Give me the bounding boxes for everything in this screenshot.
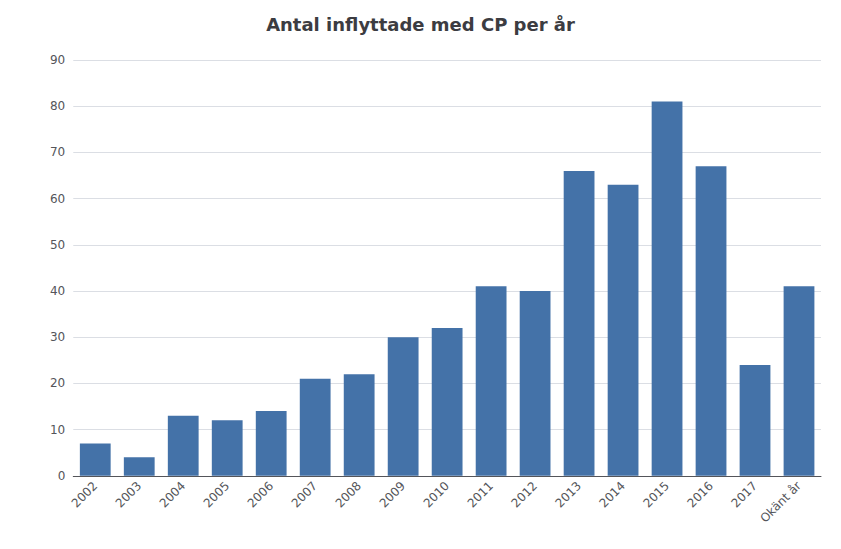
svg-text:2008: 2008 xyxy=(333,479,364,510)
svg-text:2017: 2017 xyxy=(729,479,760,510)
svg-text:60: 60 xyxy=(50,192,65,206)
svg-text:2005: 2005 xyxy=(201,479,232,510)
svg-text:2006: 2006 xyxy=(245,479,276,510)
svg-text:2010: 2010 xyxy=(421,479,452,510)
svg-text:2004: 2004 xyxy=(157,479,188,510)
svg-text:20: 20 xyxy=(50,376,65,390)
svg-text:2002: 2002 xyxy=(69,479,100,510)
svg-text:Antal inflyttade med CP per år: Antal inflyttade med CP per år xyxy=(266,14,575,35)
svg-text:70: 70 xyxy=(50,145,65,159)
svg-text:2013: 2013 xyxy=(553,479,584,510)
svg-text:2015: 2015 xyxy=(641,479,672,510)
svg-text:2012: 2012 xyxy=(509,479,540,510)
svg-text:90: 90 xyxy=(50,53,65,67)
svg-text:2009: 2009 xyxy=(377,479,408,510)
svg-text:2007: 2007 xyxy=(289,479,320,510)
svg-text:10: 10 xyxy=(50,423,65,437)
svg-text:2014: 2014 xyxy=(597,479,628,510)
svg-text:80: 80 xyxy=(50,99,65,113)
svg-text:2003: 2003 xyxy=(113,479,144,510)
svg-text:0: 0 xyxy=(58,469,66,483)
svg-text:2016: 2016 xyxy=(685,479,716,510)
svg-text:50: 50 xyxy=(50,238,65,252)
svg-text:Okänt år: Okänt år xyxy=(757,479,804,526)
svg-text:40: 40 xyxy=(50,284,65,298)
svg-text:2011: 2011 xyxy=(465,479,496,510)
svg-text:30: 30 xyxy=(50,330,65,344)
